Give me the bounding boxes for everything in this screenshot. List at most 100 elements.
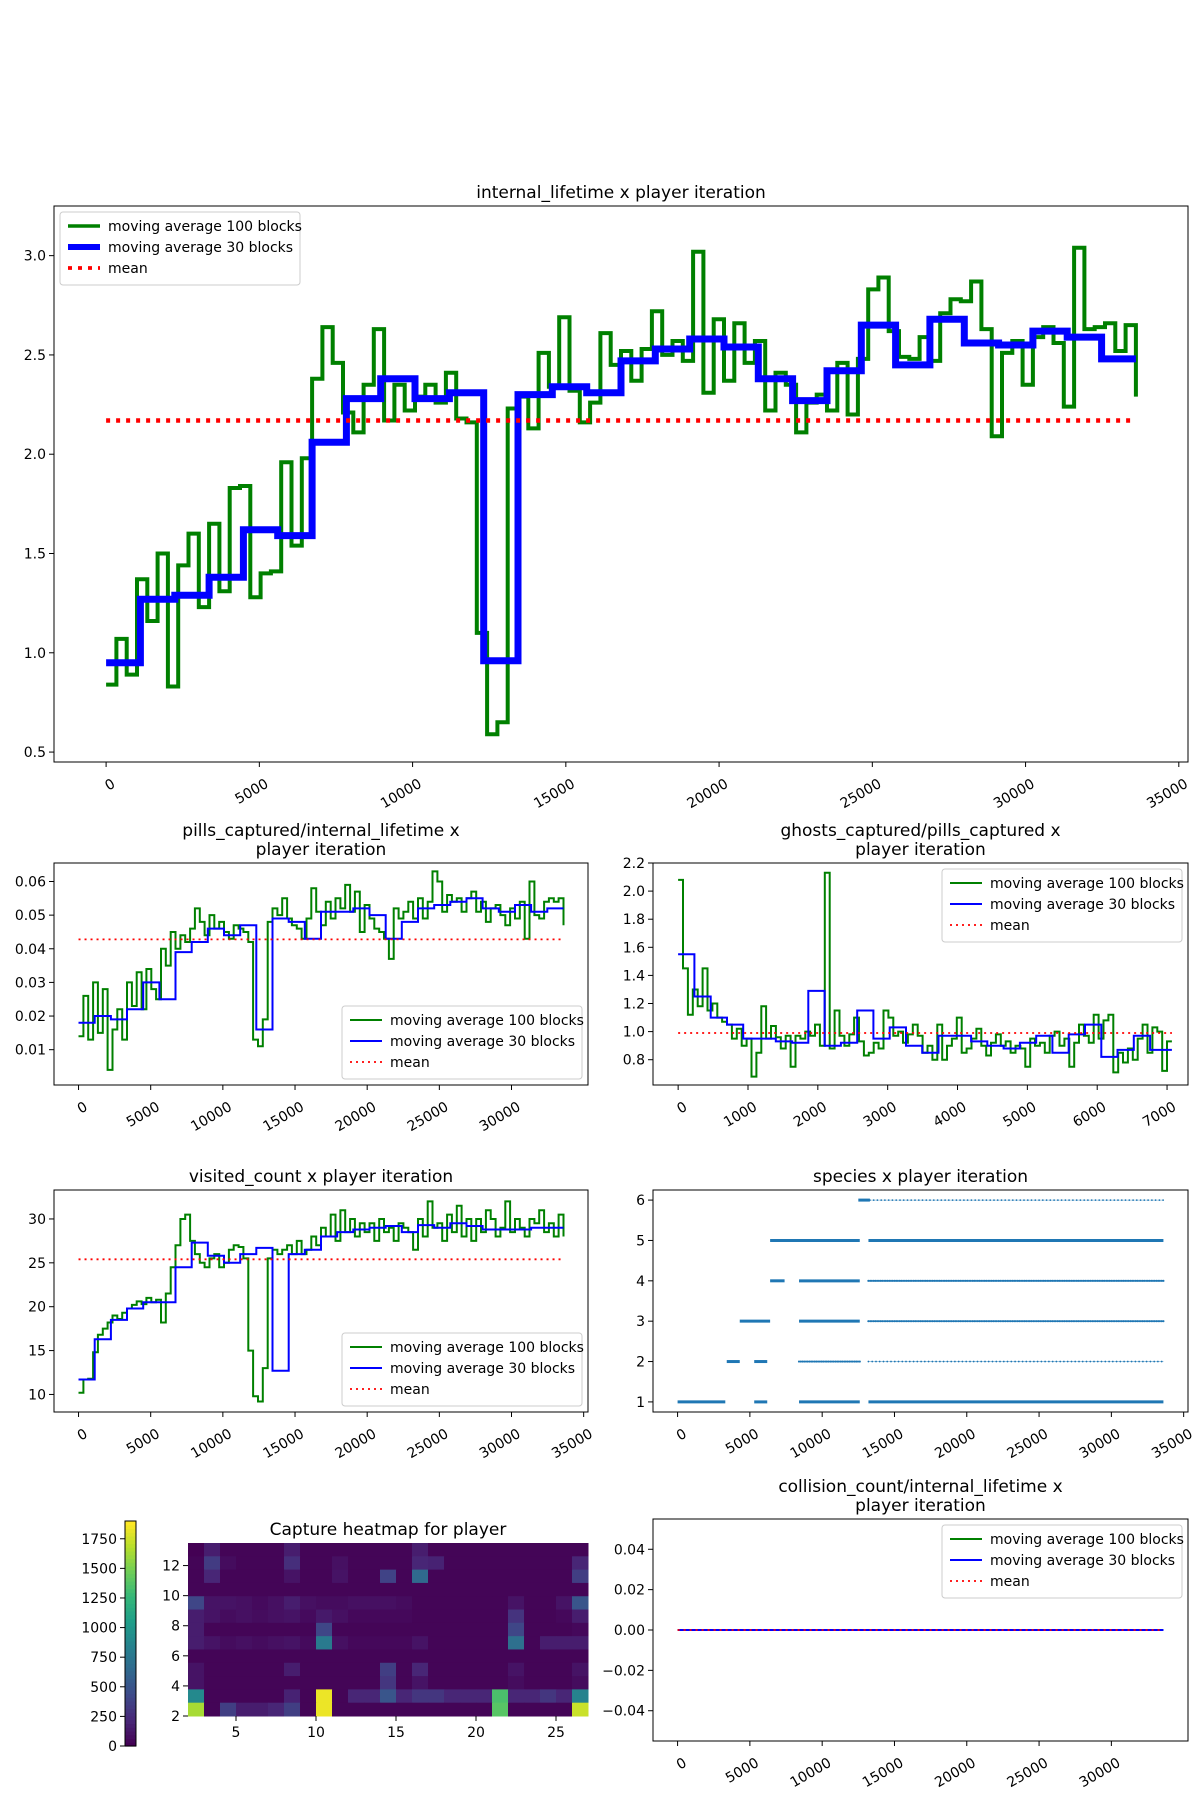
species-point [1064,1199,1067,1201]
species-point [1124,1279,1127,1282]
heatmap-cell [428,1689,445,1704]
lifetime-series-ma30 [106,315,1136,667]
species-point [981,1320,985,1323]
ghosts-ytick-label: 2.2 [623,856,645,872]
species-point [1044,1360,1046,1363]
heatmap-cell [348,1609,365,1624]
colorbar-segment [125,1581,136,1586]
species-point [1021,1320,1024,1323]
colorbar-segment [125,1701,136,1706]
species-point [1014,1360,1016,1363]
heatmap-cell [444,1636,461,1650]
heatmap-cell [412,1609,429,1624]
species-point [1001,1320,1004,1323]
species-point [1098,1279,1101,1282]
species-point [900,1279,903,1282]
visited-xtick-label: 25000 [405,1426,452,1462]
species-point [1037,1279,1040,1282]
species-xtick-label: 10000 [788,1426,835,1462]
species-point [973,1279,976,1282]
heatmap-cell [252,1609,269,1624]
species-point [940,1199,943,1201]
species-point [870,1279,874,1282]
species-point [1060,1199,1063,1201]
collision-ytick-label: 0.02 [614,1583,645,1599]
heatmap-cell [428,1622,445,1637]
heatmap-cell [540,1556,557,1571]
colorbar-segment [125,1674,136,1680]
species-point [877,1279,881,1282]
ghosts-legend-label: moving average 100 blocks [990,876,1184,892]
heatmap-cell [220,1636,237,1650]
heatmap-cell [492,1582,509,1597]
heatmap-cell [348,1676,365,1690]
heatmap-cell [268,1556,285,1571]
species-point [902,1199,905,1201]
species-point [1080,1320,1083,1323]
colorbar-segment [125,1644,136,1650]
collision-xtick-label: 5000 [723,1755,762,1787]
species-point [1108,1279,1111,1282]
species-point [1011,1320,1014,1323]
species-point [1132,1279,1135,1282]
heatmap-cell [492,1649,509,1664]
heatmap-cell [252,1662,269,1677]
species-point [966,1279,969,1282]
species-point [1078,1360,1080,1363]
species-point [1094,1279,1097,1282]
heatmap-cell [476,1636,493,1650]
heatmap-cell [412,1543,429,1557]
heatmap-cell [300,1569,317,1584]
heatmap-cell [220,1582,237,1597]
species-point [883,1320,886,1323]
species-point [912,1360,915,1363]
species-point [947,1320,950,1323]
heatmap-cell [428,1662,445,1677]
species-point [1134,1320,1137,1323]
species-point [971,1320,974,1323]
species-point [881,1320,884,1323]
species-point [896,1320,900,1323]
species-point [1023,1199,1025,1201]
species-point [935,1360,937,1363]
species-point [899,1199,901,1201]
colorbar-segment [125,1554,136,1560]
species-point [1106,1279,1109,1282]
heatmap-cell [396,1689,413,1704]
heatmap-cell [348,1649,365,1664]
heatmap-xtick-label: 20 [467,1725,485,1741]
colorbar-segment [125,1626,136,1631]
heatmap-cell [252,1676,269,1690]
colorbar-segment [125,1731,136,1736]
colorbar-tick-label: 1750 [81,1532,117,1548]
species-point [1158,1199,1161,1201]
species-point [1014,1279,1018,1282]
heatmap-cell [252,1556,269,1571]
species-point [818,1360,822,1363]
heatmap-cell [364,1596,381,1611]
species-point [988,1279,992,1282]
visited-legend-box [341,1332,583,1407]
species-point [1035,1320,1038,1323]
species-point [995,1360,998,1363]
species-point [1110,1320,1113,1323]
heatmap-cell [236,1662,253,1677]
species-point [1149,1360,1152,1363]
species-point [1115,1320,1118,1323]
species-point [1059,1360,1062,1363]
species-point [1090,1199,1093,1201]
species-point [922,1320,926,1323]
species-point [906,1199,909,1201]
species-point [1025,1320,1028,1323]
heatmap-cell [204,1569,221,1584]
species-point [976,1320,979,1323]
lifetime-xtick-label: 25000 [838,776,885,812]
species-point [991,1360,994,1363]
species-point [1127,1320,1130,1323]
species-point [848,1360,851,1363]
species-point [815,1360,818,1363]
heatmap-cell [188,1609,205,1624]
species-point [989,1199,992,1201]
species-point [1011,1279,1014,1282]
species-point [997,1279,1000,1282]
